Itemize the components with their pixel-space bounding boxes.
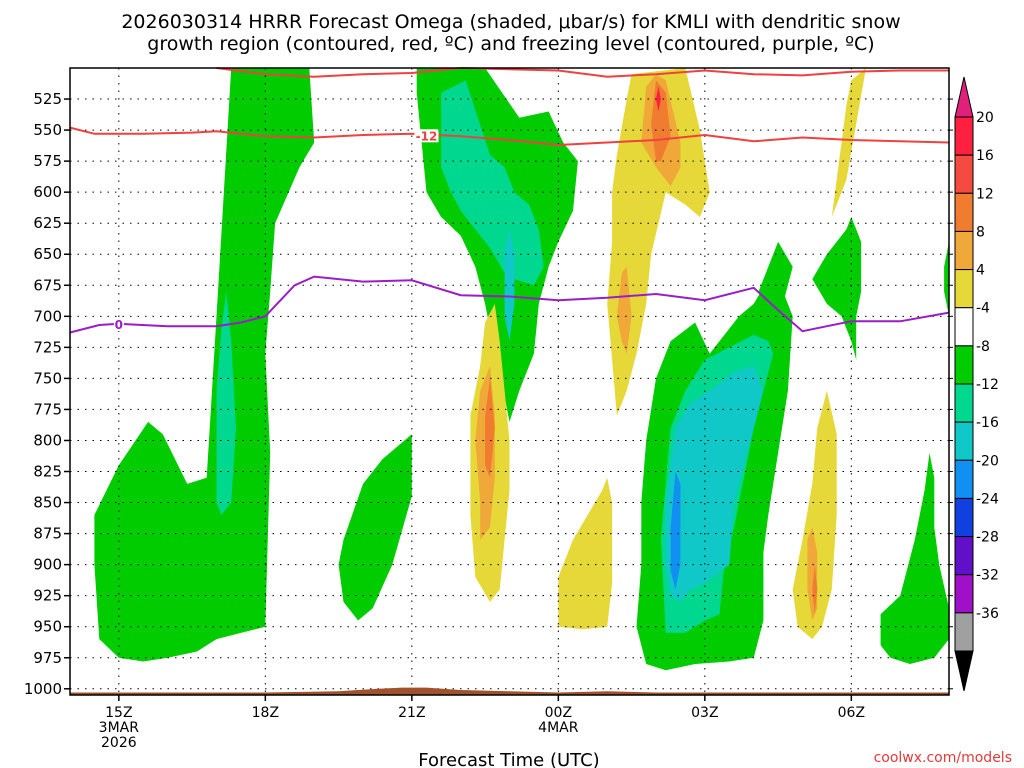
y-tick-label: 625 [33,214,62,232]
colorbar-bin [954,192,974,232]
colorbar-bin [954,116,974,156]
omega-region-17 [826,68,866,255]
chart-title-line2: growth region (contoured, red, ºC) and f… [147,33,874,55]
colorbar-label: -32 [976,568,999,584]
y-tick-label: 975 [33,649,62,667]
colorbar-bin [954,307,974,347]
x-tick-label: 03Z [691,705,718,721]
chart-title-line1: 2026030314 HRRR Forecast Omega (shaded, … [121,11,900,33]
y-tick-label: 575 [33,152,62,170]
omega-region-18 [792,390,837,640]
colorbar-label: 12 [976,186,994,202]
colorbar-bin [954,497,974,538]
x-tick-label: 21Z [398,705,425,721]
omega-region-12 [504,229,515,342]
terrain-fill [70,687,949,695]
omega-region-4 [758,241,793,317]
y-tick-label: 1000 [24,680,62,698]
y-tick-label: 950 [33,618,62,636]
y-tick-label: 875 [33,525,62,543]
colorbar-bin [954,154,974,194]
y-tick-label: 650 [33,245,62,263]
credit-link[interactable]: coolwx.com/models [874,750,1012,766]
dgz-contour-label: -12 [416,129,438,143]
omega-region-7 [880,452,949,664]
colorbar-bin [954,383,974,423]
colorbar-label: 4 [976,263,985,279]
colorbar-bin [954,421,974,461]
colorbar-label: 20 [976,110,994,126]
omega-region-25 [812,564,818,615]
omega-shading [94,68,949,671]
y-tick-label: 800 [33,431,62,449]
colorbar-label: -20 [976,453,999,469]
colorbar-label: -36 [976,606,999,622]
y-tick-label: 725 [33,338,62,356]
colorbar-label: 16 [976,148,994,164]
colorbar-label: -4 [976,301,990,317]
x-tick-label: 06Z [838,705,865,721]
y-tick-label: 525 [33,90,62,108]
omega-region-15 [607,68,710,416]
colorbar: 20 16 12 8 4 -4 -8 -12 -16 -20 -24 -28 -32 -36 [954,76,999,692]
contour-lines: -12 0 [69,66,950,334]
freezing-level-contour [69,275,950,334]
x-tick-label: 2026 [101,735,137,751]
y-tick-label: 700 [33,307,62,325]
x-tick-label: 00Z [545,705,572,721]
x-axis-label: Forecast Time (UTC) [418,750,599,768]
colorbar-bin [954,612,974,652]
omega-region-0 [94,68,315,662]
omega-region-11 [665,366,764,602]
colorbar-label: -24 [976,491,999,507]
omega-region-16 [558,477,613,630]
omega-region-23 [485,378,495,478]
colorbar-label: -16 [976,415,999,431]
colorbar-bin [954,536,974,576]
colorbar-label: -12 [976,377,999,393]
x-tick-label: 18Z [252,705,279,721]
omega-region-8 [441,80,544,286]
colorbar-bin [954,269,974,309]
y-tick-label: 600 [33,183,62,201]
colorbar-label: 8 [976,224,985,240]
terrain-band [70,687,949,695]
freezing-level-label: 0 [115,318,123,332]
y-tick-label: 825 [33,463,62,481]
x-tick-label: 4MAR [538,720,579,736]
omega-region-6 [944,241,949,317]
dgz-contour-1 [216,66,949,78]
colorbar-bin [954,574,974,614]
y-tick-label: 925 [33,587,62,605]
x-tick-label: 3MAR [99,720,140,736]
freezing-label-bg [113,318,124,332]
y-axis: 525 550 575 600 625 650 675 700 725 750 775 800 825 8… [24,90,953,698]
omega-region-5 [812,217,862,360]
y-tick-label: 775 [33,400,62,418]
colorbar-bin [954,230,974,271]
colorbar-bin [954,345,974,385]
plot-frame [69,67,950,696]
colorbar-bin [954,459,974,499]
omega-region-1 [338,434,412,621]
y-tick-label: 675 [33,276,62,294]
dgz-contour-0 [69,126,950,147]
dgz-label-bg [414,129,439,143]
y-tick-label: 550 [33,121,62,139]
colorbar-label: -8 [976,339,990,355]
y-tick-label: 900 [33,556,62,574]
colorbar-top-arrow [954,76,974,118]
omega-region-26 [656,86,661,112]
colorbar-label: -28 [976,530,999,546]
colorbar-bottom-arrow [954,650,974,692]
y-tick-label: 850 [33,494,62,512]
omega-region-13 [670,471,681,590]
x-tick-label: 15Z [105,705,132,721]
omega-region-21 [616,266,632,354]
y-tick-label: 750 [33,369,62,387]
